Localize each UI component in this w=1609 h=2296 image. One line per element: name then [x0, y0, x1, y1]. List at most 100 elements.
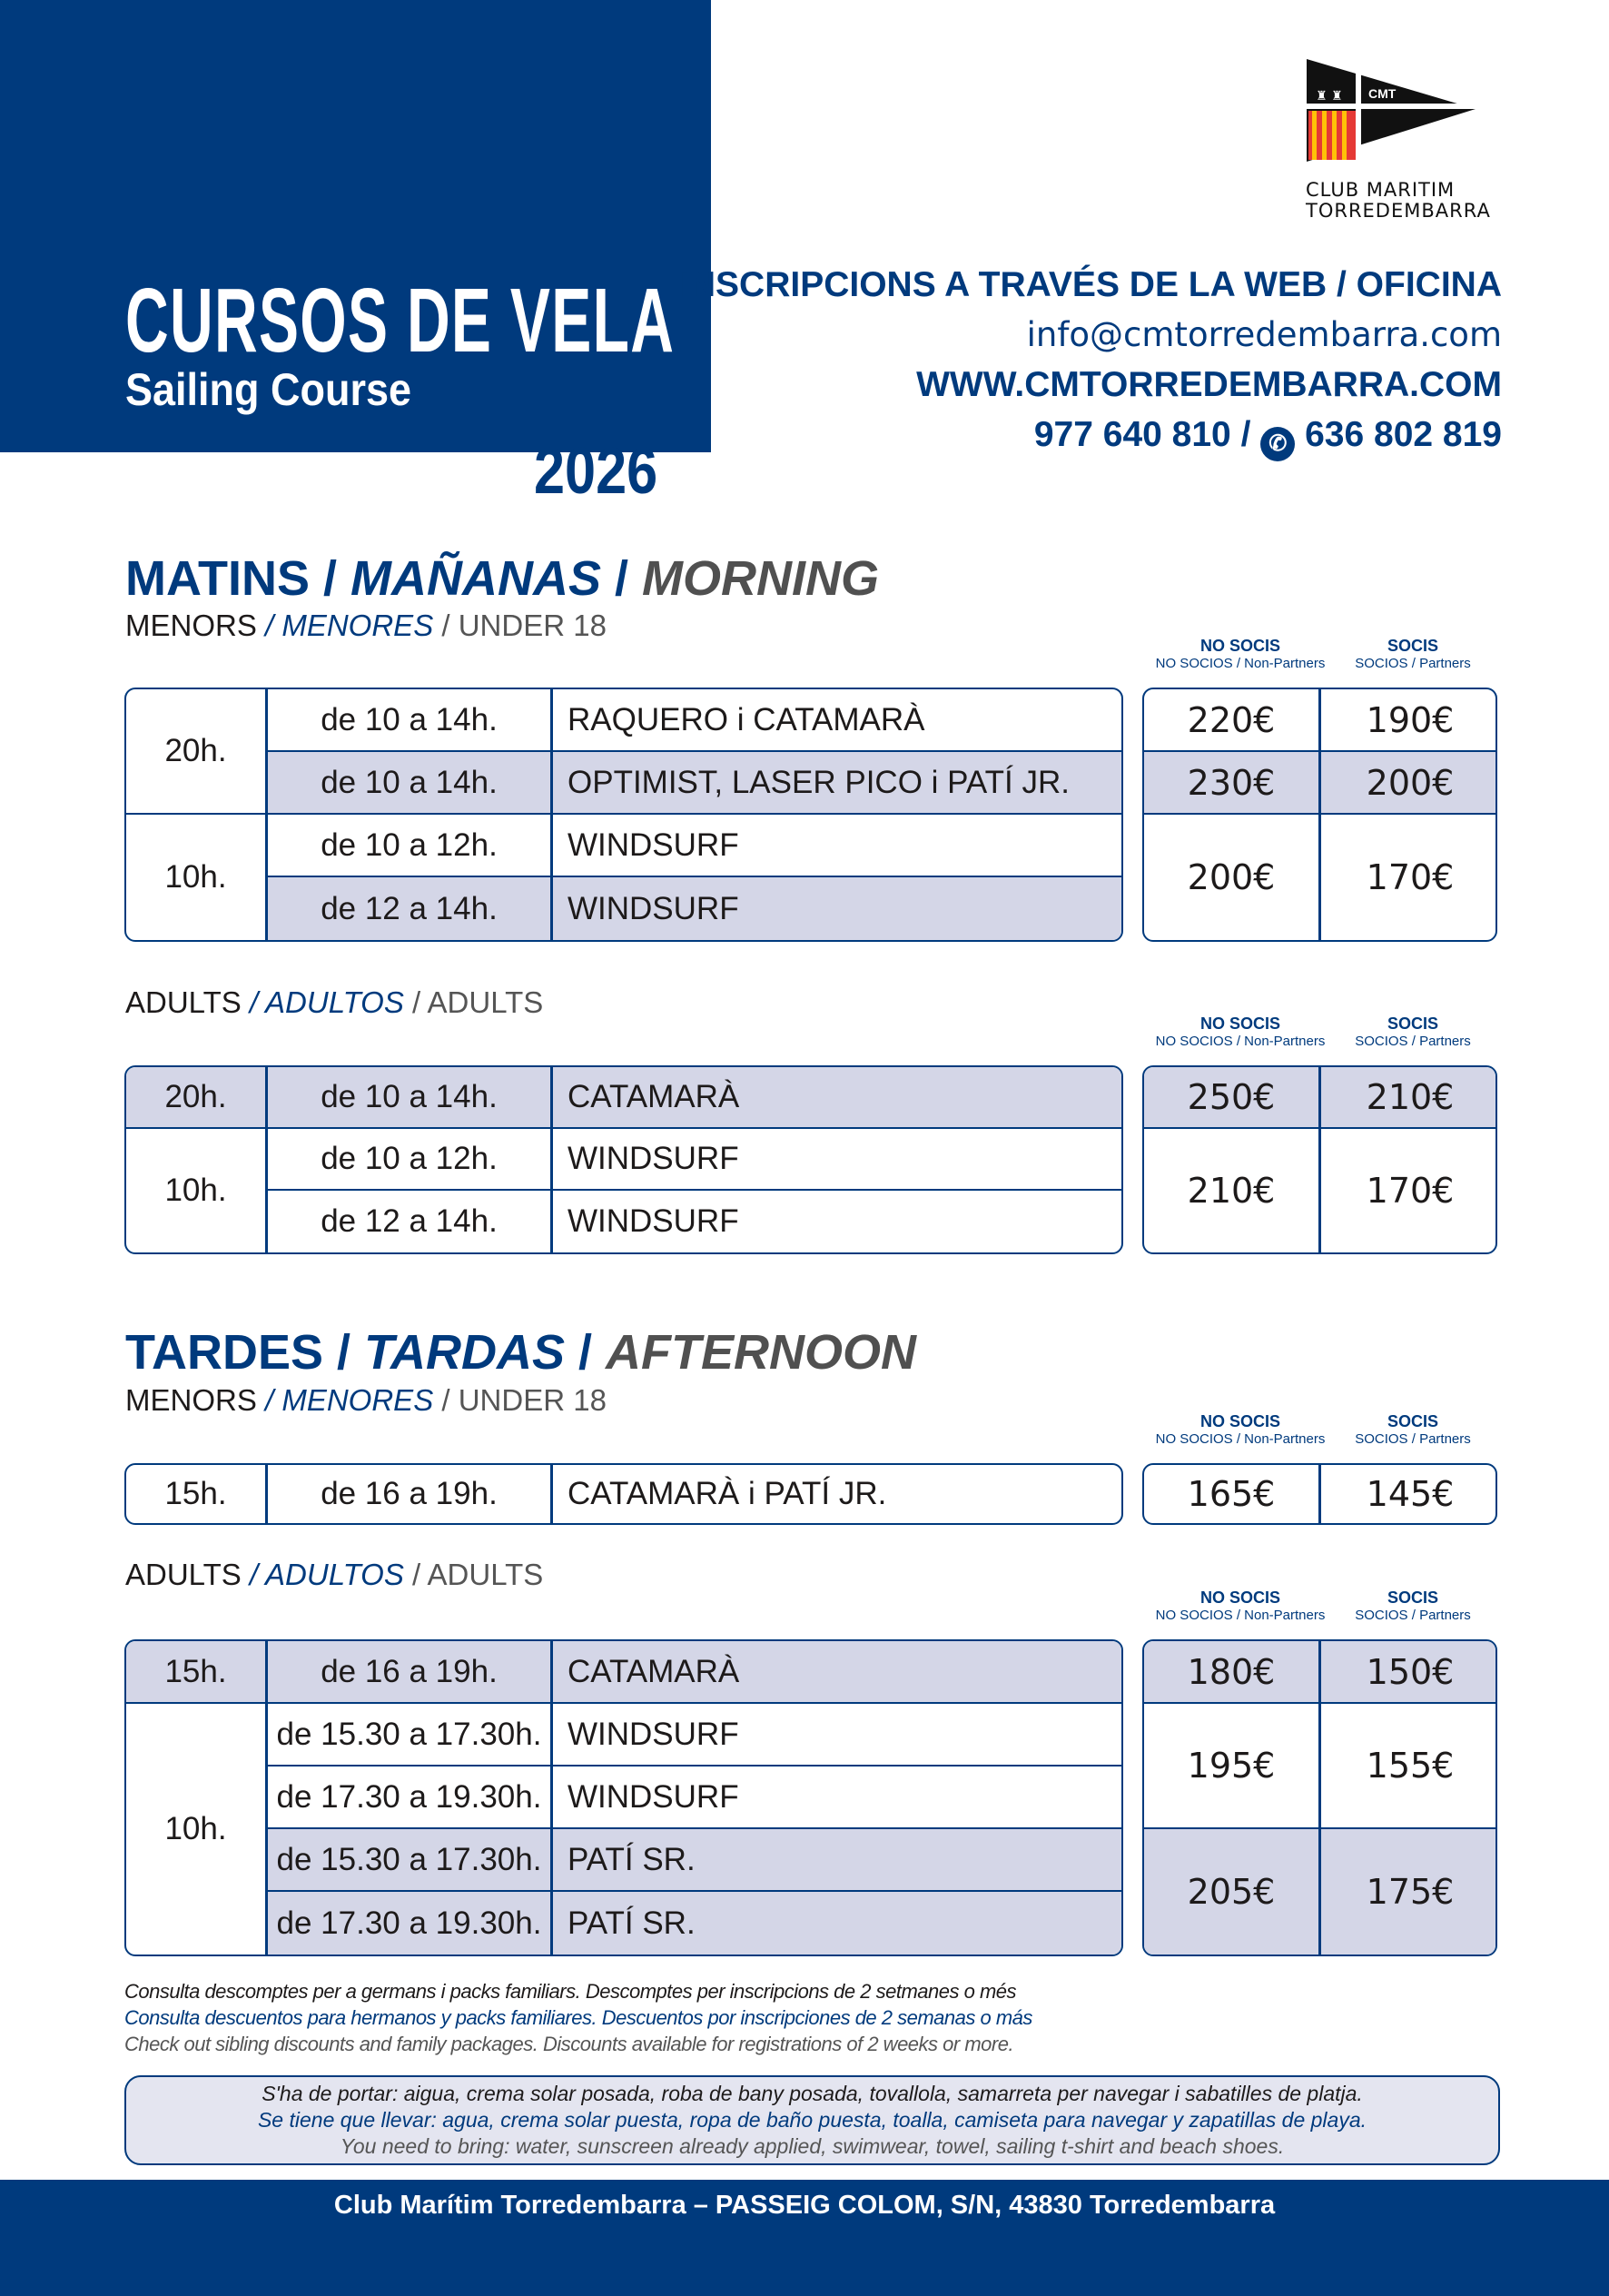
bring-ca: S'ha de portar: aigua, crema solar posad…: [262, 2082, 1363, 2105]
price-table: 165€ 145€: [1142, 1463, 1497, 1525]
price-header-subtitle: SOCIOS / Partners: [1355, 1034, 1471, 1049]
start-time: 20h.: [126, 689, 268, 815]
course-name: WINDSURF: [553, 1704, 1121, 1767]
course-hours: de 17.30 a 19.30h.: [268, 1767, 553, 1829]
label-en: / ADULTS: [403, 1558, 544, 1591]
course-hours: de 12 a 14h.: [268, 877, 553, 940]
what-to-bring-box: S'ha de portar: aigua, crema solar posad…: [124, 2075, 1500, 2165]
phone-number[interactable]: 977 640 810 /: [1033, 415, 1251, 454]
section-heading: MATINS / MAÑANAS / MORNING: [125, 550, 879, 607]
price-no-socis: 180€: [1144, 1641, 1321, 1704]
price-header-subtitle: NO SOCIOS / Non-Partners: [1155, 1034, 1326, 1049]
phone-numbers: 977 640 810 / ✆ 636 802 819: [680, 410, 1502, 461]
website-link[interactable]: WWW.CMTORREDEMBARRA.COM: [916, 365, 1502, 404]
course-name: WINDSURF: [553, 1767, 1121, 1829]
price-header-title: SOCIS: [1387, 1412, 1438, 1430]
course-hours: de 15.30 a 17.30h.: [268, 1704, 553, 1767]
price-header-title: SOCIS: [1387, 637, 1438, 655]
label-en: / UNDER 18: [433, 609, 607, 642]
label-ca: MENORS: [125, 609, 257, 642]
group-label: MENORS / MENORES / UNDER 18: [125, 1383, 607, 1418]
course-hours: de 15.30 a 17.30h.: [268, 1829, 553, 1892]
price-socis: 190€: [1321, 689, 1495, 752]
course-hours: de 17.30 a 19.30h.: [268, 1892, 553, 1955]
label-en: / UNDER 18: [433, 1383, 607, 1417]
price-socis: 170€: [1366, 1171, 1455, 1211]
course-hours: de 10 a 14h.: [268, 689, 553, 752]
registration-info: INSCRIPCIONS A TRAVÉS DE LA WEB / OFICIN…: [680, 265, 1502, 304]
price-header-title: SOCIS: [1387, 1014, 1438, 1033]
heading-sep1: /: [309, 551, 350, 606]
logo-text-line: TORREDEMBARRA: [1306, 200, 1491, 222]
heading-en: AFTERNOON: [606, 1325, 917, 1380]
footer: Club Marítim Torredembarra – PASSEIG COL…: [0, 2180, 1609, 2296]
price-header-title: NO SOCIS: [1199, 637, 1280, 655]
heading-en: MORNING: [642, 551, 879, 606]
email-link[interactable]: info@cmtorredembarra.com: [1026, 315, 1502, 354]
price-header-socis: SOCIS SOCIOS / Partners: [1313, 1014, 1513, 1051]
course-hours: de 12 a 14h.: [268, 1191, 553, 1252]
price-header-title: SOCIS: [1387, 1588, 1438, 1607]
course-name: PATÍ SR.: [553, 1892, 1121, 1955]
start-time: 15h.: [126, 1641, 268, 1704]
label-es: / ADULTOS: [241, 985, 404, 1019]
course-name: CATAMARÀ: [553, 1641, 1121, 1704]
price-table: 250€ 210€ 210€ 170€: [1142, 1065, 1497, 1254]
price-header-socis: SOCIS SOCIOS / Partners: [1313, 1588, 1513, 1625]
whatsapp-number[interactable]: 636 802 819: [1305, 415, 1502, 454]
price-no-socis: 205€: [1144, 1829, 1321, 1955]
price-no-socis: 220€: [1144, 689, 1321, 752]
bring-es: Se tiene que llevar: agua, crema solar p…: [257, 2108, 1367, 2132]
course-name: CATAMARÀ: [553, 1067, 1121, 1129]
price-header-no-socis: NO SOCIS NO SOCIOS / Non-Partners: [1140, 1588, 1340, 1625]
price-socis: 210€: [1321, 1067, 1495, 1129]
price-header-subtitle: SOCIOS / Partners: [1355, 656, 1471, 671]
price-header-title: NO SOCIS: [1199, 1588, 1280, 1607]
heading-sep2: /: [565, 1325, 607, 1380]
header-banner: [0, 0, 711, 452]
bring-en: You need to bring: water, sunscreen alre…: [340, 2134, 1285, 2158]
price-socis: 175€: [1321, 1829, 1495, 1955]
price-header-no-socis: NO SOCIS NO SOCIOS / Non-Partners: [1140, 1014, 1340, 1051]
course-hours: de 16 a 19h.: [268, 1465, 553, 1523]
course-name: WINDSURF: [568, 1203, 739, 1239]
note-en: Check out sibling discounts and family p…: [124, 2033, 1014, 2055]
svg-text:CMT: CMT: [1368, 86, 1397, 101]
logo-text-line: CLUB MARITIM: [1306, 179, 1456, 201]
label-ca: MENORS: [125, 1383, 257, 1417]
price-socis: 170€: [1366, 857, 1455, 897]
price-socis: 150€: [1321, 1641, 1495, 1704]
schedule-table: 20h. 10h. de 10 a 14h. CATAMARÀ de 10 a 12h.…: [124, 1065, 1123, 1254]
course-name: CATAMARÀ i PATÍ JR.: [568, 1476, 887, 1511]
course-name: PATÍ SR.: [553, 1829, 1121, 1892]
whatsapp-icon: ✆: [1260, 427, 1296, 461]
label-ca: ADULTS: [125, 1558, 242, 1591]
start-time: 10h.: [126, 815, 268, 940]
label-ca: ADULTS: [125, 985, 242, 1019]
price-header-title: NO SOCIS: [1199, 1014, 1280, 1033]
group-label: ADULTS / ADULTOS / ADULTS: [125, 1558, 543, 1592]
price-no-socis: 230€: [1144, 752, 1321, 815]
price-no-socis: 195€: [1144, 1704, 1321, 1829]
course-hours: de 10 a 14h.: [268, 752, 553, 815]
course-hours: de 10 a 12h.: [268, 815, 553, 877]
price-header-socis: SOCIS SOCIOS / Partners: [1313, 637, 1513, 673]
price-header-title: NO SOCIS: [1199, 1412, 1280, 1430]
footer-address: Club Marítim Torredembarra – PASSEIG COL…: [333, 2191, 1276, 2220]
label-en: / ADULTS: [403, 985, 544, 1019]
schedule-table: 15h. 10h. de 16 a 19h. CATAMARÀ de 15.30 a 1…: [124, 1639, 1123, 1956]
price-header-no-socis: NO SOCIS NO SOCIOS / Non-Partners: [1140, 637, 1340, 673]
heading-sep2: /: [601, 551, 643, 606]
course-hours: de 10 a 14h.: [268, 1067, 553, 1129]
price-no-socis: 210€: [1144, 1129, 1321, 1252]
price-socis: 200€: [1321, 752, 1495, 815]
price-table: 220€ 190€ 230€ 200€ 200€ 170€: [1142, 688, 1497, 942]
price-header-subtitle: NO SOCIOS / Non-Partners: [1155, 1608, 1326, 1623]
schedule-table: 20h. 10h. de 10 a 14h. RAQUERO i CATAMARÀ de…: [124, 688, 1123, 942]
start-time: 20h.: [126, 1067, 268, 1129]
group-label: ADULTS / ADULTOS / ADULTS: [125, 985, 543, 1020]
page-subtitle: Sailing Course: [125, 364, 412, 415]
section-heading: TARDES / TARDAS / AFTERNOON: [125, 1324, 916, 1381]
svg-text:♜ ♜: ♜ ♜: [1316, 89, 1343, 104]
start-time: 10h.: [126, 1704, 268, 1955]
